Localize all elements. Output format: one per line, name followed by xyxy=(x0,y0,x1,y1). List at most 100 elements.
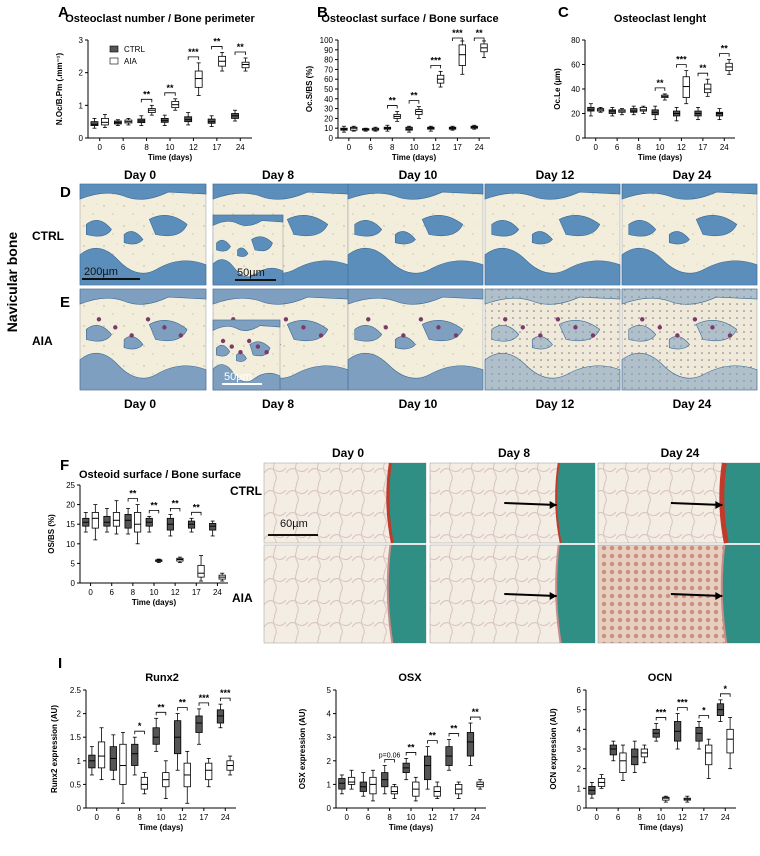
ctrl-box xyxy=(90,121,99,126)
day-top-24: Day 24 xyxy=(673,168,712,182)
sig-label: *** xyxy=(199,693,210,703)
histo-ctrl-panel-trabecula xyxy=(354,220,383,237)
x-tick-label: 0 xyxy=(97,143,102,152)
x-tick-label: 10 xyxy=(656,143,665,152)
histo-aia-panel xyxy=(79,288,207,391)
histo-aia-panel-osteoclast xyxy=(436,325,441,330)
legend: CTRL AIA xyxy=(109,45,145,66)
chart-title: Osteoclast number / Bone perimeter xyxy=(65,13,255,25)
y-tick-label: 20 xyxy=(324,114,333,123)
ctrl-box xyxy=(695,726,703,742)
sig-bracket xyxy=(211,46,223,50)
inset-aia-osteoclast xyxy=(220,338,226,344)
panel-label-B: B xyxy=(317,4,328,21)
gh-aia-day0-bone xyxy=(387,545,426,643)
day-bottom-12: Day 12 xyxy=(536,397,575,411)
x-tick-label: 24 xyxy=(236,143,245,152)
histo-aia-panel-trabecula xyxy=(628,325,657,342)
y-tick-label: 3 xyxy=(79,36,84,45)
day-bottom-10: Day 10 xyxy=(399,397,438,411)
y-tick-label: 2 xyxy=(327,757,332,766)
x-tick-label: 10 xyxy=(410,143,419,152)
histo-aia-panel-trabecula xyxy=(531,336,553,350)
y-tick-label: 40 xyxy=(324,95,333,104)
sig-bracket xyxy=(430,64,441,69)
histo-aia-panel-osteoclast xyxy=(453,333,459,338)
sig-label: *** xyxy=(676,55,687,65)
gh-aia-day0 xyxy=(263,544,427,644)
chart-osteoclast-length: Osteoclast lenght 0 20 40 60 80 Oc.Le (µm) 0 6 8 1… xyxy=(553,13,735,162)
day-top-10: Day 10 xyxy=(399,168,438,182)
legend-ctrl-swatch xyxy=(109,45,119,53)
gh-ctrl-day24-arrowhead xyxy=(715,501,723,509)
y-axis-label: Runx2 expression (AU) xyxy=(50,705,59,793)
x-axis-label: Time (days) xyxy=(389,823,434,832)
y-tick-label: 6 xyxy=(577,686,582,695)
y-tick-label: 1 xyxy=(327,780,332,789)
x-axis-label: Time (days) xyxy=(392,153,437,162)
inset-ctrl-trabecula xyxy=(212,259,284,286)
sig-bracket xyxy=(134,730,145,735)
chart-title: Runx2 xyxy=(145,672,179,684)
histo-aia-panel-osteoclast xyxy=(162,325,167,330)
sig-label: ** xyxy=(721,44,729,54)
legend-aia-label: AIA xyxy=(124,57,138,66)
gh-ctrl-day24-arrow xyxy=(670,502,723,506)
sig-label: * xyxy=(138,721,142,731)
gh-aia-day24-arrow xyxy=(670,593,723,597)
histo-aia-panel-osteoclast xyxy=(555,317,561,322)
sig-label: ** xyxy=(143,89,151,99)
x-tick-label: 17 xyxy=(698,143,707,152)
x-tick-label: 24 xyxy=(720,143,729,152)
panel-label-A: A xyxy=(58,4,69,21)
sig-label: ** xyxy=(450,724,458,734)
histo-aia-panel-trabecula xyxy=(347,288,484,305)
gh-ctrl-day0-osteoid-seam xyxy=(386,462,394,544)
x-axis-label: Time (days) xyxy=(638,153,683,162)
sig-label: p=0.06 xyxy=(379,753,401,760)
sig-bracket xyxy=(164,92,176,96)
x-tick-label: 17 xyxy=(699,813,708,822)
sig-bracket xyxy=(697,72,709,77)
gh-aia-day8-bone xyxy=(556,545,595,643)
side-label-navicular: Navicular bone xyxy=(4,232,20,333)
sig-label: ** xyxy=(476,28,484,38)
gh-aia-day24-bone xyxy=(721,545,760,643)
histo-aia-panel-osteoclast xyxy=(96,317,102,322)
histo-aia-panel-trabecula xyxy=(621,288,758,305)
sig-bracket xyxy=(127,498,139,502)
panel-label-I: I xyxy=(58,655,62,672)
y-tick-label: 0 xyxy=(71,579,76,588)
x-tick-label: 10 xyxy=(657,813,666,822)
histo-aia-panel-trabecula xyxy=(668,336,690,350)
legend-aia-swatch xyxy=(109,57,119,65)
sig-label: ** xyxy=(410,91,418,101)
inset-ctrl-trabecula xyxy=(251,236,273,252)
inset-ctrl-trabecula xyxy=(216,239,231,252)
sig-label: ** xyxy=(389,96,397,106)
gh-ctrl-day8-osteoid-seam xyxy=(555,462,562,544)
sig-label: *** xyxy=(220,688,231,698)
histo-aia-panel-trabecula xyxy=(86,325,112,342)
aia-box xyxy=(705,744,713,766)
aia-box xyxy=(91,512,99,529)
histo-aia-panel-osteoclast xyxy=(538,333,543,338)
histo-aia-panel-trabecula xyxy=(421,320,464,342)
histo-aia-panel-trabecula xyxy=(79,288,207,305)
gh-day-0: Day 0 xyxy=(332,446,364,460)
y-tick-label: 1.5 xyxy=(70,733,82,742)
chart-title: Osteoclast lenght xyxy=(614,13,707,25)
histo-aia-panel-osteoclast xyxy=(129,333,134,338)
y-tick-label: 5 xyxy=(577,706,582,715)
sig-label: *** xyxy=(452,28,463,38)
histo-aia-panel-osteoclast xyxy=(318,333,324,338)
x-tick-label: 6 xyxy=(615,143,620,152)
histo-aia-panel-trabecula xyxy=(621,353,758,391)
sig-bracket xyxy=(408,100,420,104)
inset-aia-osteoclast xyxy=(238,350,243,355)
histo-ctrl-panel-trabecula xyxy=(86,220,112,237)
inset-ctrl xyxy=(212,214,284,286)
x-tick-label: 6 xyxy=(366,813,371,822)
